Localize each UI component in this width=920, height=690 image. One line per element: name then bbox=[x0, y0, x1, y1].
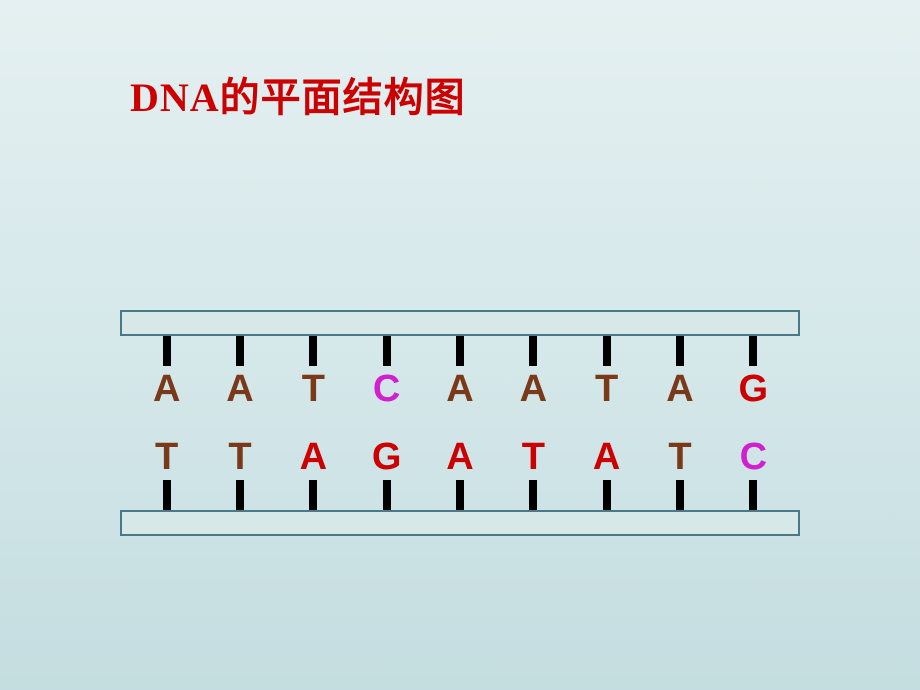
base-letter: T bbox=[668, 434, 691, 480]
bottom-backbone bbox=[120, 510, 800, 536]
nucleotide: C bbox=[717, 434, 790, 510]
base-letter: C bbox=[373, 366, 400, 412]
nucleotide: T bbox=[130, 434, 203, 510]
bond-tick bbox=[236, 336, 244, 366]
dna-diagram: AATCAATAG TTAGATATC bbox=[120, 310, 800, 536]
bond-tick bbox=[163, 336, 171, 366]
base-letter: G bbox=[372, 434, 402, 480]
base-letter: T bbox=[302, 366, 325, 412]
nucleotide: A bbox=[423, 336, 496, 412]
bond-tick bbox=[163, 480, 171, 510]
base-letter: A bbox=[446, 434, 473, 480]
nucleotide: A bbox=[423, 434, 496, 510]
bond-tick bbox=[236, 480, 244, 510]
bond-tick bbox=[529, 480, 537, 510]
base-letter: A bbox=[666, 366, 693, 412]
base-letter: A bbox=[520, 366, 547, 412]
nucleotide: A bbox=[203, 336, 276, 412]
bond-tick bbox=[309, 336, 317, 366]
bond-tick bbox=[749, 336, 757, 366]
bond-tick bbox=[603, 480, 611, 510]
nucleotide: A bbox=[130, 336, 203, 412]
page-title: DNA的平面结构图 bbox=[130, 65, 466, 123]
strand-gap bbox=[120, 412, 800, 434]
base-letter: A bbox=[153, 366, 180, 412]
nucleotide: T bbox=[203, 434, 276, 510]
bond-tick bbox=[676, 336, 684, 366]
bond-tick bbox=[749, 480, 757, 510]
nucleotide: T bbox=[570, 336, 643, 412]
bond-tick bbox=[383, 480, 391, 510]
base-letter: C bbox=[740, 434, 767, 480]
bond-tick bbox=[456, 336, 464, 366]
nucleotide: C bbox=[350, 336, 423, 412]
bond-tick bbox=[309, 480, 317, 510]
bond-tick bbox=[603, 336, 611, 366]
nucleotide: T bbox=[277, 336, 350, 412]
base-letter: T bbox=[595, 366, 618, 412]
base-letter: A bbox=[446, 366, 473, 412]
nucleotide: T bbox=[643, 434, 716, 510]
nucleotide: G bbox=[350, 434, 423, 510]
base-letter: T bbox=[155, 434, 178, 480]
nucleotide: A bbox=[497, 336, 570, 412]
nucleotide: G bbox=[717, 336, 790, 412]
nucleotide: A bbox=[277, 434, 350, 510]
nucleotide: A bbox=[570, 434, 643, 510]
top-strand: AATCAATAG bbox=[120, 336, 800, 412]
base-letter: A bbox=[300, 434, 327, 480]
bond-tick bbox=[676, 480, 684, 510]
bond-tick bbox=[383, 336, 391, 366]
bottom-strand: TTAGATATC bbox=[120, 434, 800, 510]
top-backbone bbox=[120, 310, 800, 336]
nucleotide: T bbox=[497, 434, 570, 510]
base-letter: T bbox=[522, 434, 545, 480]
base-letter: T bbox=[228, 434, 251, 480]
base-letter: A bbox=[593, 434, 620, 480]
bond-tick bbox=[529, 336, 537, 366]
nucleotide: A bbox=[643, 336, 716, 412]
base-letter: A bbox=[226, 366, 253, 412]
base-letter: G bbox=[739, 366, 769, 412]
bond-tick bbox=[456, 480, 464, 510]
